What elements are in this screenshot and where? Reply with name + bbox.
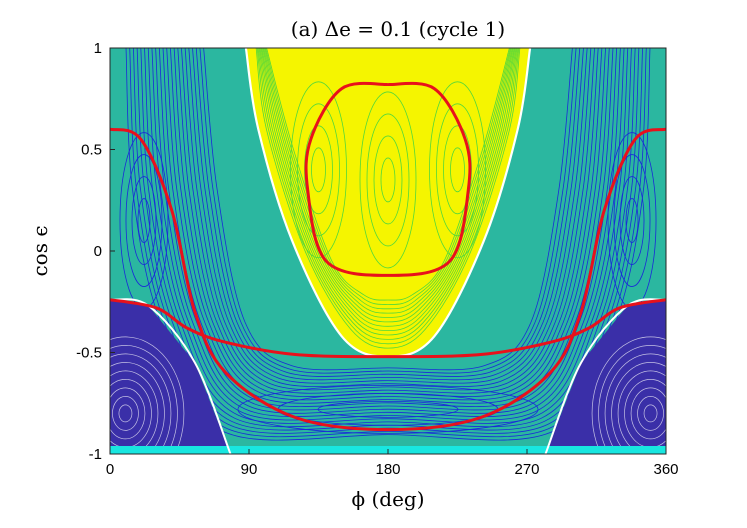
deep-contour-line — [118, 404, 133, 423]
chart-title: (a) Δe = 0.1 (cycle 1) — [291, 17, 505, 41]
blue-contour-line — [129, 48, 647, 438]
green-eye-contour — [373, 135, 403, 225]
green-eye-contour — [366, 113, 410, 247]
green-eye-contour — [380, 157, 396, 203]
side-eye-contour — [613, 154, 651, 287]
x-tick-label: 90 — [241, 461, 258, 478]
blue-contour-line — [195, 48, 581, 377]
green-contour-line — [261, 48, 515, 323]
deep-contour-line — [643, 404, 658, 423]
separatrix-line — [110, 127, 666, 432]
deep-contour-line — [110, 336, 185, 454]
blue-contour-line — [181, 48, 595, 391]
blue-contour-line — [170, 48, 606, 401]
blue-contour-line — [147, 48, 629, 421]
deep-contour-line — [110, 353, 172, 454]
green-contour-line — [266, 48, 510, 301]
green-eye-contour — [436, 103, 479, 237]
blue-contour-lines — [119, 48, 657, 441]
green-eye-contour — [429, 81, 486, 259]
side-eye-contour — [125, 154, 163, 287]
blue-contour-line — [177, 48, 599, 394]
left-corner-boundary-line — [110, 298, 232, 454]
green-contour-line — [255, 48, 521, 349]
side-eye-contour — [619, 176, 645, 265]
green-eye-contour — [359, 91, 417, 269]
blue-contour-line — [158, 48, 618, 411]
separatrix-line — [110, 298, 666, 359]
blue-contour-line — [125, 48, 651, 441]
green-contour-line — [256, 48, 520, 345]
deep-contour-line — [110, 345, 178, 454]
deep-contour-line — [611, 362, 666, 454]
green-eye-contour — [443, 125, 472, 215]
y-tick-label: -0.5 — [76, 345, 102, 362]
green-eye-contour — [304, 125, 333, 215]
blue-contour-line — [199, 48, 577, 374]
x-tick-label: 360 — [653, 461, 678, 478]
blue-contour-line — [184, 48, 592, 387]
y-axis-ticks: 1 0.5 0 -0.5 -1 — [76, 40, 115, 463]
blue-contour-line — [203, 48, 573, 371]
red-separatrix-lines — [110, 81, 666, 432]
green-contour-line — [259, 48, 517, 332]
green-eye-contour — [311, 147, 326, 193]
deep-contour-line — [110, 387, 146, 440]
green-eye-contour — [297, 103, 340, 237]
green-contour-lines — [255, 48, 521, 349]
blue-contour-line — [188, 48, 588, 384]
green-contour-line — [265, 48, 511, 305]
y-tick-label: 0.5 — [81, 142, 102, 159]
deep-contour-line — [604, 353, 666, 454]
green-contour-line — [264, 48, 512, 310]
x-axis-ticks: 0 90 180 270 360 — [106, 449, 679, 478]
green-contour-line — [263, 48, 513, 314]
deep-contour-line — [112, 396, 139, 431]
bottom-eye-contour — [317, 400, 459, 418]
x-tick-label: 0 — [106, 461, 114, 478]
green-contour-line — [258, 48, 518, 336]
blue-contour-line — [166, 48, 610, 404]
deep-contour-line — [617, 370, 666, 454]
x-tick-label: 270 — [514, 461, 539, 478]
green-contour-line — [260, 48, 516, 327]
right-deep-blue-region — [545, 299, 666, 454]
y-tick-label: -1 — [89, 446, 102, 463]
green-contour-line — [262, 48, 514, 318]
x-tick-label: 180 — [375, 461, 400, 478]
deep-contour-line — [598, 345, 666, 454]
green-contour-line — [257, 48, 519, 340]
y-tick-label: 1 — [94, 40, 102, 57]
blue-contour-line — [192, 48, 584, 381]
left-deep-blue-region — [110, 299, 231, 454]
plot-area — [110, 48, 666, 454]
deep-contour-line — [637, 396, 664, 431]
green-eye-contour — [450, 147, 465, 193]
side-eye-contour — [137, 198, 151, 243]
blue-contour-line — [144, 48, 632, 424]
bottom-eye-contour — [237, 384, 539, 434]
green-eye-contour — [290, 81, 347, 259]
deep-contour-line — [630, 387, 666, 440]
blue-contour-line — [151, 48, 625, 418]
deep-contour-line — [591, 336, 666, 454]
deep-contour-line — [110, 370, 159, 454]
side-eye-contour — [131, 176, 157, 265]
separatrix-line — [304, 81, 472, 277]
x-axis-label: ϕ (deg) — [351, 487, 424, 511]
deep-contour-line — [110, 362, 165, 454]
right-corner-boundary-line — [544, 298, 666, 454]
blue-contour-line — [155, 48, 621, 414]
y-tick-label: 0 — [94, 243, 102, 260]
side-eye-contour — [625, 198, 639, 243]
blue-contour-line — [162, 48, 614, 408]
y-axis-label: cos ϵ — [28, 225, 52, 276]
